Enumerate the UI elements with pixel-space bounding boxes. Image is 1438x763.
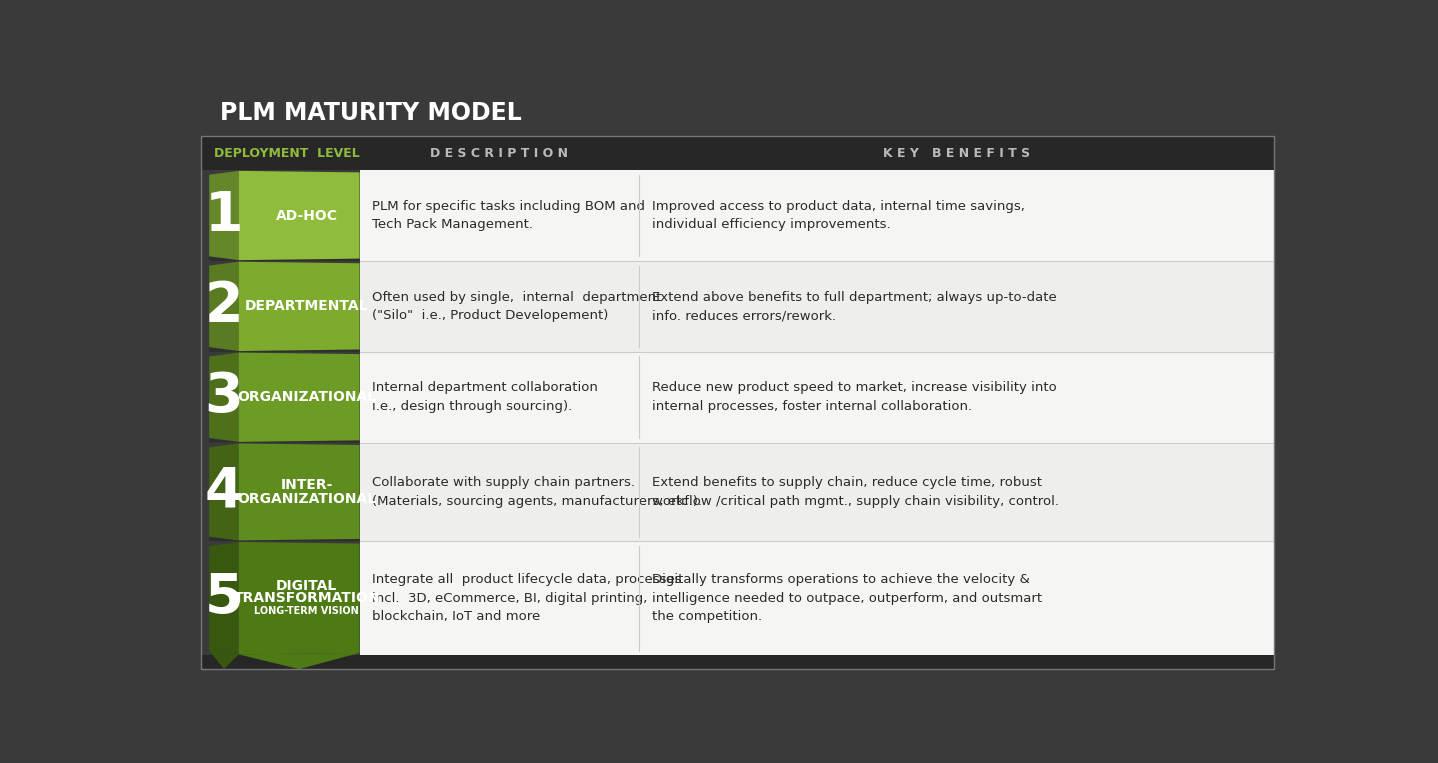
Polygon shape (209, 438, 360, 443)
Bar (360, 170, 638, 261)
Text: ORGANIZATIONAL: ORGANIZATIONAL (237, 492, 377, 506)
Bar (360, 261, 638, 352)
Bar (638, 443, 1274, 541)
Bar (201, 655, 1274, 669)
Text: 2: 2 (204, 279, 243, 333)
Polygon shape (209, 347, 360, 352)
Text: Digitally transforms operations to achieve the velocity &
intelligence needed to: Digitally transforms operations to achie… (653, 573, 1043, 623)
Text: Extend above benefits to full department; always up-to-date
info. reduces errors: Extend above benefits to full department… (653, 291, 1057, 322)
Bar (638, 541, 1274, 655)
Text: K E Y   B E N E F I T S: K E Y B E N E F I T S (883, 146, 1030, 159)
Text: D E S C R I P T I O N: D E S C R I P T I O N (430, 146, 568, 159)
Bar (638, 352, 1274, 443)
Text: TRANSFORMATION: TRANSFORMATION (233, 591, 380, 605)
Text: Collaborate with supply chain partners.
(Materials, sourcing agents, manufacture: Collaborate with supply chain partners. … (372, 476, 702, 507)
Polygon shape (209, 651, 239, 669)
Text: 1: 1 (204, 188, 243, 243)
Polygon shape (209, 443, 239, 540)
Text: Extend benefits to supply chain, reduce cycle time, robust
workflow /critical pa: Extend benefits to supply chain, reduce … (653, 476, 1060, 507)
Polygon shape (239, 443, 360, 540)
Text: Improved access to product data, internal time savings,
individual efficiency im: Improved access to product data, interna… (653, 200, 1025, 231)
Bar (201, 137, 1274, 170)
Text: 5: 5 (204, 571, 243, 625)
Text: Reduce new product speed to market, increase visibility into
internal processes,: Reduce new product speed to market, incr… (653, 382, 1057, 413)
Text: INTER-: INTER- (280, 478, 334, 492)
Bar (638, 170, 1274, 261)
Polygon shape (209, 353, 239, 442)
Polygon shape (209, 262, 239, 351)
Text: Often used by single,  internal  department
("Silo"  i.e., Product Developement): Often used by single, internal departmen… (372, 291, 661, 322)
Text: 3: 3 (204, 370, 243, 424)
Text: DIGITAL: DIGITAL (276, 579, 338, 593)
Polygon shape (209, 536, 360, 541)
Text: AD-HOC: AD-HOC (276, 208, 338, 223)
Text: Internal department collaboration
i.e., design through sourcing).: Internal department collaboration i.e., … (372, 382, 598, 413)
Bar (638, 261, 1274, 352)
Bar (360, 443, 638, 541)
Polygon shape (239, 171, 360, 260)
Text: DEPLOYMENT  LEVEL: DEPLOYMENT LEVEL (214, 146, 360, 159)
Text: 4: 4 (204, 465, 243, 519)
Polygon shape (239, 542, 360, 655)
Text: DEPARTMENTAL: DEPARTMENTAL (244, 299, 368, 314)
Polygon shape (239, 262, 360, 351)
Polygon shape (239, 653, 360, 669)
Polygon shape (209, 256, 360, 261)
Text: LONG-TERM VISION: LONG-TERM VISION (255, 606, 360, 616)
Polygon shape (239, 353, 360, 442)
Text: PLM MATURITY MODEL: PLM MATURITY MODEL (220, 101, 522, 125)
Polygon shape (209, 171, 239, 260)
Text: PLM for specific tasks including BOM and
Tech Pack Management.: PLM for specific tasks including BOM and… (372, 200, 646, 231)
Polygon shape (209, 542, 239, 655)
Text: ORGANIZATIONAL: ORGANIZATIONAL (237, 390, 377, 404)
Bar (360, 541, 638, 655)
Text: Integrate all  product lifecycle data, processes
incl.  3D, eCommerce, BI, digit: Integrate all product lifecycle data, pr… (372, 573, 682, 623)
Bar (360, 352, 638, 443)
